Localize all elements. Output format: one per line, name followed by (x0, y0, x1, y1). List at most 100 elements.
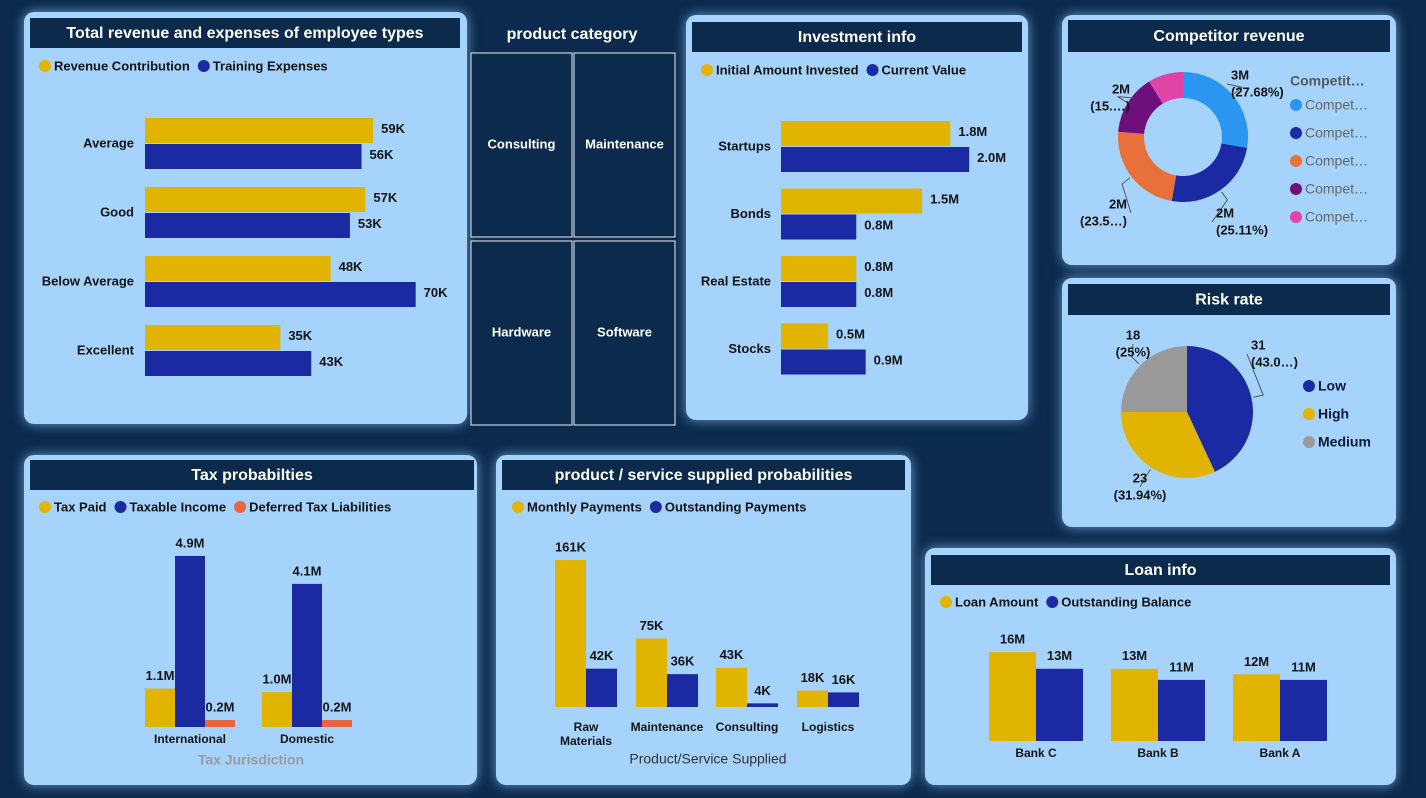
legend-marker (39, 60, 51, 72)
bar (1036, 668, 1083, 741)
data-label: 1.1M (146, 668, 175, 683)
bar (747, 703, 778, 707)
x-axis-label: Tax Jurisdiction (198, 752, 304, 768)
data-label: (27.68%) (1231, 84, 1284, 99)
bar (145, 213, 350, 238)
bar (1280, 679, 1327, 741)
chart-title: Tax probabilties (191, 467, 313, 484)
data-label: 3M (1231, 67, 1249, 82)
data-label: 35K (288, 328, 312, 343)
legend-label: Compet… (1305, 181, 1368, 197)
data-label: 0.9M (874, 352, 903, 367)
data-label: 70K (424, 285, 448, 300)
legend-marker (940, 596, 952, 608)
slice (1118, 131, 1177, 202)
data-label: 161K (555, 539, 587, 554)
legend-label: Outstanding Payments (665, 499, 807, 514)
slice (1149, 72, 1183, 104)
data-label: 1.0M (263, 672, 292, 687)
tile-label[interactable]: Maintenance (585, 136, 664, 151)
chart-title: product / service supplied probabilities (555, 467, 853, 484)
bar (636, 638, 667, 707)
chart-title: Risk rate (1195, 292, 1263, 309)
legend-marker (512, 501, 524, 513)
data-label: 18K (801, 670, 825, 685)
data-label: (25.11%) (1216, 222, 1268, 237)
bar (781, 121, 951, 146)
bar (145, 351, 312, 376)
data-label: 0.8M (864, 259, 893, 274)
title-bar (1068, 284, 1390, 315)
leader-line (1139, 469, 1151, 488)
bar (781, 147, 970, 172)
legend-marker (39, 501, 51, 513)
data-label: (31.94%) (1114, 487, 1167, 502)
title-bar (692, 22, 1022, 52)
legend-label: High (1318, 406, 1349, 422)
bar (1158, 679, 1205, 741)
data-label: 48K (339, 259, 363, 274)
panel (24, 455, 477, 785)
data-label: 23 (1133, 470, 1147, 485)
data-label: 0.8M (864, 285, 893, 300)
bar (145, 256, 331, 281)
data-label: (23.5…) (1080, 213, 1127, 228)
data-label: 11M (1169, 659, 1194, 674)
bar (781, 214, 857, 240)
bar (1233, 674, 1280, 741)
tile-label[interactable]: Software (597, 324, 652, 339)
leader-line (1211, 191, 1228, 223)
x-tick-label: Logistics (802, 720, 855, 734)
leader-line (1117, 96, 1135, 103)
data-label: 31 (1251, 337, 1265, 352)
slice (1171, 143, 1248, 203)
tile-label[interactable]: Consulting (488, 136, 556, 151)
data-label: 16M (1000, 632, 1025, 647)
y-tick-label: Stocks (728, 341, 771, 356)
legend-marker (1303, 436, 1315, 448)
leader-line (1246, 353, 1264, 398)
legend-label: Loan Amount (955, 594, 1039, 609)
data-label: 11M (1291, 659, 1316, 674)
legend-marker (1290, 183, 1302, 195)
legend-marker (1046, 596, 1059, 608)
bar (781, 323, 829, 349)
data-label: 4.9M (176, 535, 205, 550)
legend-label: Compet… (1305, 209, 1368, 225)
bar (262, 692, 292, 727)
legend-marker (197, 60, 210, 72)
legend-label: Medium (1318, 434, 1371, 450)
bar (1111, 668, 1158, 741)
y-tick-label: Bonds (731, 206, 771, 221)
x-tick-label: Maintenance (631, 720, 704, 734)
data-label: 56K (370, 147, 394, 162)
x-tick-label: Bank C (1015, 746, 1057, 760)
data-label: 2M (1216, 205, 1234, 220)
tile[interactable] (470, 240, 573, 426)
chart-title: Total revenue and expenses of employee t… (66, 25, 423, 42)
legend-label: Compet… (1305, 153, 1368, 169)
x-tick-label: International (154, 732, 226, 746)
bar (781, 188, 923, 214)
legend-label: Training Expenses (213, 58, 328, 73)
tile[interactable] (573, 52, 676, 238)
bar (781, 256, 857, 281)
bar (781, 349, 866, 375)
bar (322, 720, 352, 727)
data-label: 13M (1047, 648, 1072, 663)
x-tick-label: Domestic (280, 732, 334, 746)
tile[interactable] (573, 240, 676, 426)
tile[interactable] (470, 52, 573, 238)
tile-label[interactable]: Hardware (492, 324, 551, 339)
x-tick-label: Raw Materials (560, 720, 612, 748)
title-bar (30, 18, 460, 48)
data-label: 16K (832, 672, 856, 687)
legend-marker (701, 64, 713, 76)
slice (1118, 81, 1163, 134)
data-label: (15.…) (1090, 98, 1130, 113)
legend-label: Current Value (882, 62, 967, 77)
data-label: 18 (1126, 327, 1140, 342)
legend-label: Compet… (1305, 97, 1368, 113)
bar (828, 692, 859, 707)
